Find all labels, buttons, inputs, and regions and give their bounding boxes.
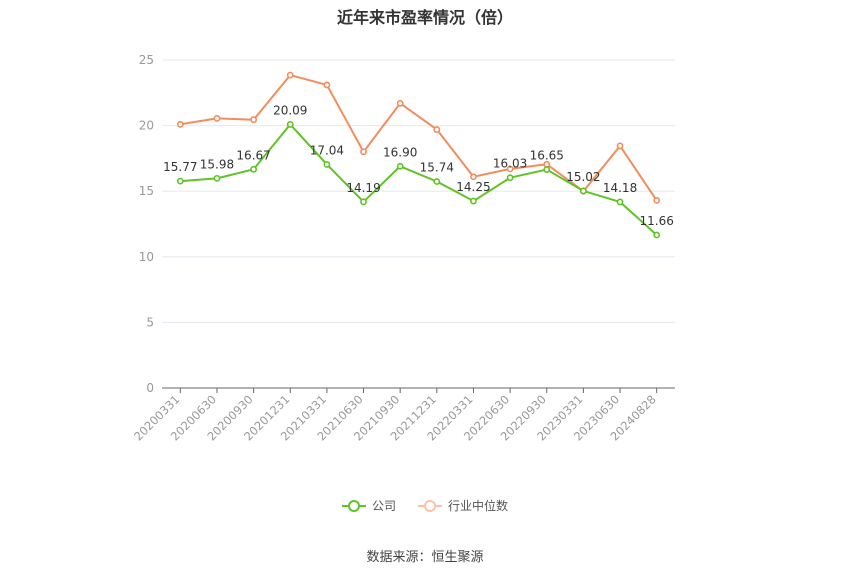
data-point-industry: [323, 81, 331, 89]
legend: 公司 行业中位数: [0, 497, 850, 514]
data-point-industry: [176, 120, 184, 128]
data-point-company: [506, 174, 514, 182]
data-point-industry: [396, 99, 404, 107]
data-point-company: [286, 121, 294, 128]
data-label: 14.25: [456, 180, 490, 194]
data-point-company: [543, 166, 551, 173]
data-point-company: [176, 177, 184, 185]
data-point-company: [396, 162, 404, 170]
legend-label-industry: 行业中位数: [448, 499, 509, 513]
legend-label-company: 公司: [371, 499, 396, 513]
data-point-company: [323, 161, 331, 168]
data-label: 17.04: [310, 143, 344, 157]
data-label: 16.67: [236, 148, 270, 162]
legend-swatch-industry: [418, 499, 442, 513]
data-point-company: [250, 165, 258, 173]
series-line-company: [180, 123, 658, 236]
axes: 0510152025202003312020063020200930202012…: [131, 53, 675, 444]
legend-item-company[interactable]: 公司: [341, 497, 396, 514]
data-point-industry: [616, 142, 624, 150]
data-label: 11.66: [639, 214, 673, 228]
y-tick-label: 10: [139, 250, 154, 264]
series-lines: [176, 71, 661, 239]
data-source: 数据来源：恒生聚源: [366, 550, 484, 565]
data-label: 15.77: [163, 160, 197, 174]
data-point-industry: [360, 148, 367, 156]
data-point-company: [616, 198, 624, 206]
legend-item-industry[interactable]: 行业中位数: [418, 497, 508, 514]
legend-swatch-company: [341, 499, 366, 513]
chart-title: 近年来市盈率情况（倍）: [336, 8, 513, 27]
data-point-industry: [653, 196, 661, 204]
data-label: 15.74: [420, 160, 454, 174]
y-tick-label: 5: [146, 315, 154, 329]
data-point-industry: [470, 173, 477, 181]
data-label: 16.03: [493, 157, 527, 171]
data-point-company: [579, 187, 587, 195]
data-point-company: [213, 174, 221, 182]
data-label: 16.65: [530, 149, 564, 163]
data-point-industry: [433, 126, 441, 133]
data-label: 14.19: [346, 181, 380, 195]
data-label: 16.90: [383, 145, 417, 159]
data-label: 20.09: [273, 103, 307, 117]
data-point-company: [433, 178, 441, 185]
data-point-industry: [213, 114, 221, 122]
data-point-industry: [250, 116, 258, 124]
data-point-company: [360, 198, 367, 206]
y-tick-label: 25: [139, 53, 154, 67]
y-tick-label: 15: [139, 184, 154, 198]
data-point-industry: [286, 71, 294, 79]
y-tick-label: 0: [146, 381, 154, 395]
grid-lines: [162, 59, 675, 323]
data-point-company: [653, 231, 661, 239]
data-point-industry: [506, 165, 514, 173]
data-label: 15.98: [200, 157, 234, 171]
data-label: 14.18: [603, 181, 637, 195]
data-label: 15.02: [566, 170, 600, 184]
y-tick-label: 20: [139, 119, 154, 133]
data-point-company: [470, 197, 477, 205]
